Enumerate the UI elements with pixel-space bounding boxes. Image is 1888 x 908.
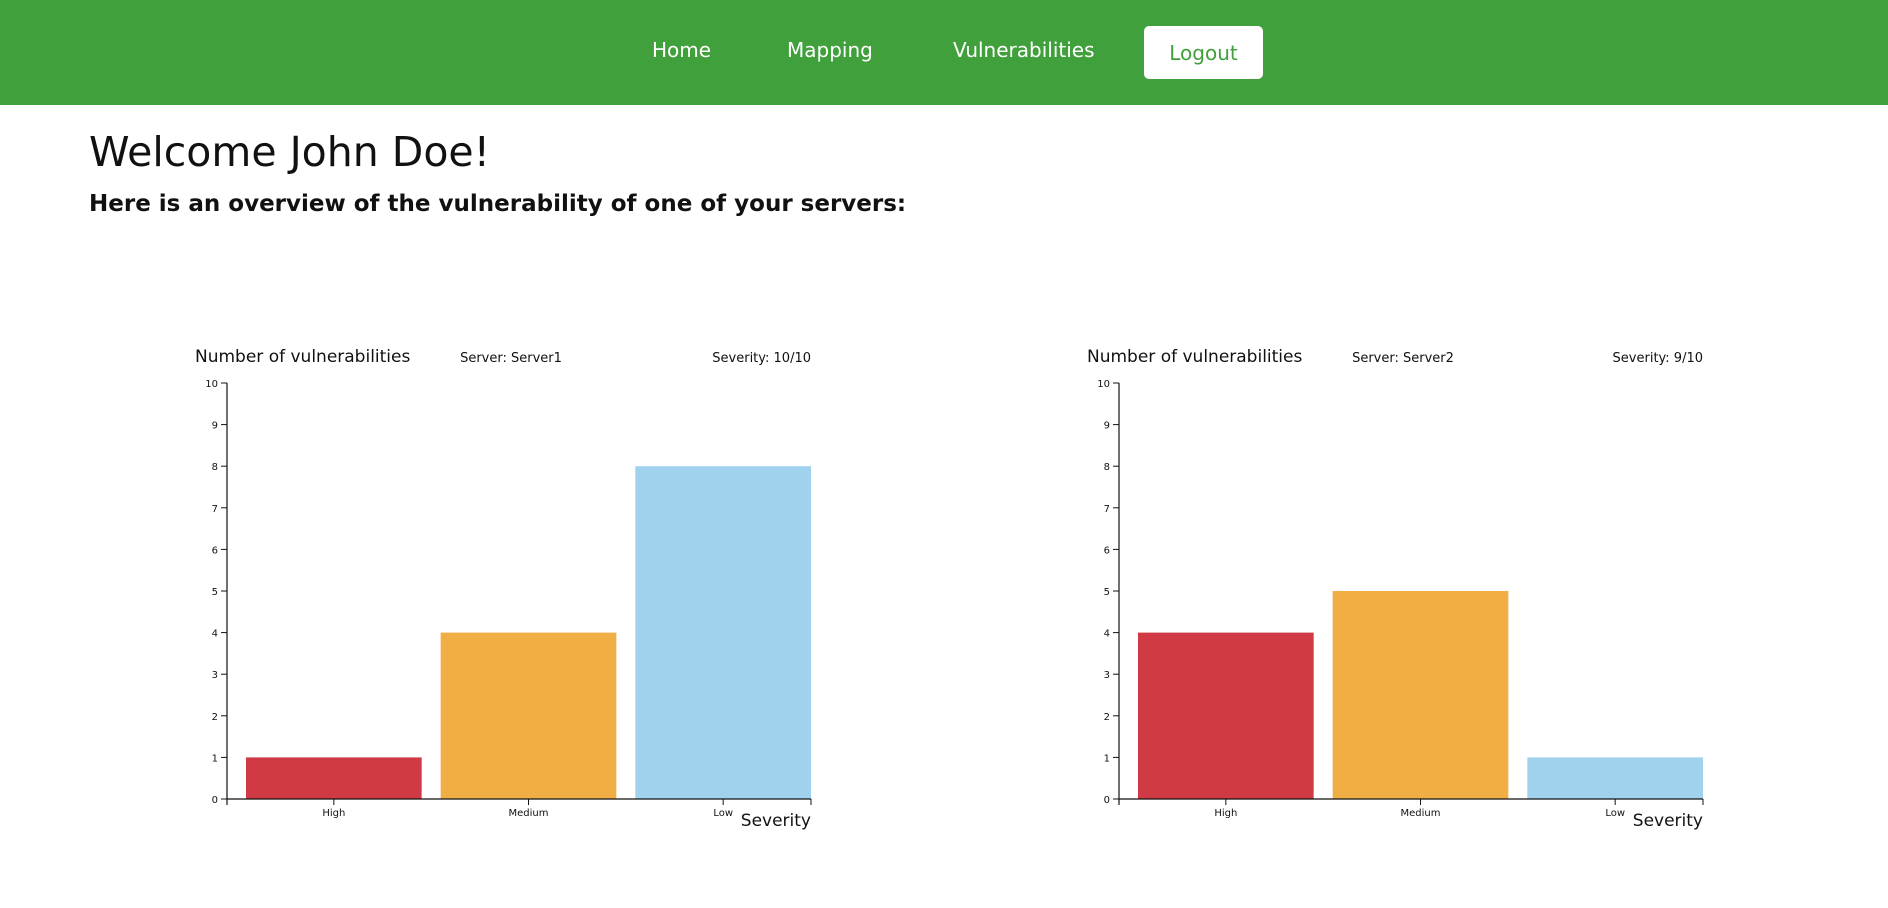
server-label: Server: Server1 [460,351,562,366]
x-tick-label: High [322,808,345,819]
x-tick-label: Low [1605,808,1625,819]
server1-vulnerability-chart: Number of vulnerabilities Server: Server1… [195,347,812,831]
y-tick-label: 2 [212,712,218,723]
y-tick-label: 0 [212,795,218,806]
bar-low [635,466,811,799]
y-tick-label: 6 [212,545,218,556]
server2-vulnerability-chart: Number of vulnerabilities Server: Server2… [1087,347,1704,831]
nav-mapping-link[interactable]: Mapping [787,38,873,62]
y-tick-label: 7 [212,504,218,515]
welcome-heading: Welcome John Doe! [89,128,491,176]
y-tick-label: 6 [1104,545,1110,556]
y-tick-label: 4 [1104,629,1110,640]
severity-label: Severity: 10/10 [712,351,811,366]
y-tick-label: 10 [1097,379,1110,390]
server-label: Server: Server2 [1352,351,1454,366]
x-tick-label: Low [713,808,733,819]
y-tick-label: 7 [1104,504,1110,515]
y-tick-label: 10 [205,379,218,390]
y-tick-label: 9 [1104,421,1110,432]
y-tick-label: 8 [212,462,218,473]
y-tick-label: 9 [212,421,218,432]
nav-home-link[interactable]: Home [652,38,712,62]
x-tick-label: High [1214,808,1237,819]
y-axis-label: Number of vulnerabilities [1087,347,1302,367]
bar-low [1527,757,1703,799]
y-tick-label: 0 [1104,795,1110,806]
bar-high [246,757,422,799]
y-tick-label: 5 [212,587,218,598]
y-axis-label: Number of vulnerabilities [195,347,410,367]
bar-high [1138,632,1314,799]
y-tick-label: 3 [1104,670,1110,681]
severity-label: Severity: 9/10 [1613,351,1703,366]
y-tick-label: 5 [1104,587,1110,598]
y-tick-label: 1 [1104,753,1110,764]
y-tick-label: 8 [1104,462,1110,473]
logout-button[interactable]: Logout [1144,26,1263,79]
x-tick-label: Medium [509,808,549,819]
y-tick-label: 3 [212,670,218,681]
y-tick-label: 1 [212,753,218,764]
nav-vulnerabilities-link[interactable]: Vulnerabilities [953,38,1095,62]
x-axis-label: Severity [741,811,811,831]
x-axis-label: Severity [1633,811,1703,831]
overview-subtitle: Here is an overview of the vulnerability… [89,191,907,217]
x-tick-label: Medium [1401,808,1441,819]
top-navbar: Home Mapping Vulnerabilities Logout [0,0,1888,105]
y-tick-label: 2 [1104,712,1110,723]
y-tick-label: 4 [212,629,218,640]
bar-medium [1332,591,1509,799]
bar-medium [440,632,617,799]
